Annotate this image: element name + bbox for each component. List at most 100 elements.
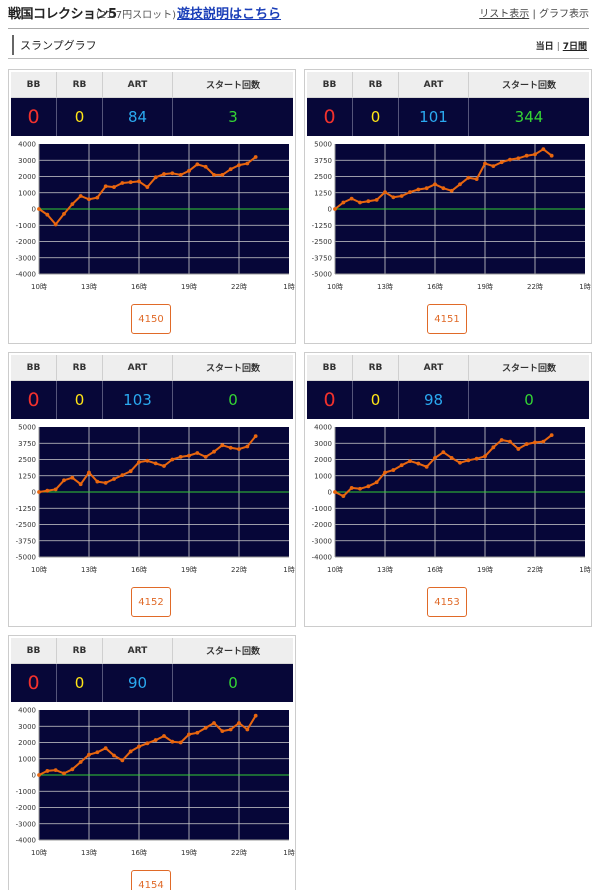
stats-value-row: 0 0 101 344 — [307, 98, 589, 136]
machine-number-button[interactable]: 4151 — [427, 304, 467, 334]
data-point — [408, 190, 412, 194]
data-point — [491, 445, 496, 450]
y-tick-label: -2000 — [312, 521, 332, 529]
y-tick-label: 3750 — [314, 157, 332, 165]
x-tick-label: 22時 — [231, 566, 247, 574]
data-point — [45, 212, 50, 217]
value-art: 84 — [103, 98, 173, 136]
y-tick-label: 5000 — [314, 141, 332, 149]
section-header: スランプグラフ 当日 | 7日間 — [8, 33, 589, 59]
value-bb: 0 — [307, 381, 353, 419]
machine-panel: BB RB ART スタート回数 0 0 90 0 4000 3000 2000 1000 0 -1000… — [8, 635, 296, 890]
stats-value-row: 0 0 90 0 — [11, 664, 293, 702]
value-art: 101 — [399, 98, 469, 136]
machine-rate: (21.7円スロット) — [96, 10, 177, 21]
data-point — [237, 721, 241, 725]
machine-number-button[interactable]: 4150 — [131, 304, 171, 334]
value-start: 0 — [524, 391, 534, 409]
data-point — [424, 186, 429, 191]
data-point — [358, 486, 362, 491]
y-tick-label: -5000 — [16, 554, 36, 562]
data-point — [449, 455, 454, 460]
data-point — [366, 484, 371, 489]
data-point — [433, 455, 437, 460]
x-tick-label: 10時 — [327, 283, 343, 291]
x-tick-label: 16時 — [131, 283, 147, 291]
column-header-rb: RB — [353, 355, 399, 380]
data-point — [145, 458, 150, 463]
y-tick-label: 1250 — [18, 472, 36, 480]
data-point — [516, 156, 521, 161]
data-point — [78, 194, 83, 198]
data-point — [212, 449, 216, 454]
column-header-bb: BB — [307, 355, 353, 380]
machine-number-button[interactable]: 4153 — [427, 587, 467, 617]
data-point — [433, 182, 437, 187]
y-tick-label: 0 — [32, 772, 36, 780]
data-point — [416, 187, 421, 192]
x-tick-label: 22時 — [527, 566, 543, 574]
range-separator: | — [556, 42, 560, 52]
x-tick-label: 16時 — [427, 283, 443, 291]
data-point — [399, 194, 404, 198]
machine-number-button[interactable]: 4154 — [131, 870, 171, 890]
data-point — [153, 738, 158, 742]
data-point — [103, 481, 108, 485]
range-switch: 当日 | 7日間 — [536, 39, 587, 52]
range-week[interactable]: 7日間 — [562, 42, 587, 52]
y-tick-label: 1250 — [314, 189, 332, 197]
slump-chart: 5000 3750 2500 1250 0 -1250 -2500 -3750 -5000 10時… — [9, 423, 295, 583]
data-point — [491, 164, 496, 168]
data-point — [391, 468, 396, 472]
y-tick-label: -1250 — [312, 222, 332, 230]
data-point — [549, 433, 554, 438]
data-point — [62, 478, 66, 483]
column-header-bb: BB — [11, 638, 57, 663]
data-point — [533, 440, 537, 445]
slump-chart-svg: 4000 3000 2000 1000 0 -1000 -2000 -3000 -4000 10時… — [312, 424, 591, 575]
data-point — [441, 450, 446, 455]
machine-number-button[interactable]: 4152 — [131, 587, 171, 617]
data-point — [53, 487, 58, 492]
data-point — [541, 439, 546, 444]
data-point — [112, 477, 116, 481]
data-point — [341, 494, 346, 498]
stats-header-row: BB RB ART スタート回数 — [307, 355, 589, 381]
value-start: 344 — [514, 108, 544, 126]
help-link[interactable]: 遊技説明はこちら — [177, 7, 282, 22]
y-tick-label: 3000 — [314, 440, 332, 448]
y-tick-label: -3750 — [312, 254, 332, 262]
x-tick-label: 1時 — [579, 566, 590, 574]
data-point — [245, 444, 250, 449]
data-point — [349, 196, 354, 201]
column-header-start: スタート回数 — [205, 647, 260, 657]
x-tick-label: 19時 — [181, 283, 197, 291]
y-tick-label: -2000 — [16, 804, 36, 812]
data-point — [128, 749, 133, 754]
data-point — [508, 439, 512, 444]
data-point — [137, 744, 141, 749]
x-tick-label: 10時 — [31, 849, 47, 857]
data-point — [178, 740, 183, 745]
value-start: 0 — [228, 674, 238, 692]
y-tick-label: 0 — [32, 489, 36, 497]
list-view-link[interactable]: リスト表示 — [479, 9, 530, 20]
data-point — [187, 732, 191, 737]
y-tick-label: -2500 — [312, 238, 332, 246]
x-tick-label: 10時 — [31, 566, 47, 574]
data-point — [391, 195, 396, 200]
data-point — [95, 479, 100, 484]
x-tick-label: 10時 — [327, 566, 343, 574]
y-tick-label: -3000 — [16, 820, 36, 828]
value-start: 3 — [228, 108, 238, 126]
column-header-art: ART — [103, 638, 173, 663]
data-point — [128, 180, 133, 185]
slump-chart-svg: 4000 3000 2000 1000 0 -1000 -2000 -3000 -4000 10時… — [16, 141, 295, 292]
data-point — [228, 727, 233, 732]
data-point — [499, 160, 504, 165]
data-point — [178, 172, 183, 177]
column-header-art: ART — [399, 355, 469, 380]
data-point — [524, 153, 529, 158]
view-switch: リスト表示 | グラフ表示 — [479, 5, 589, 20]
range-today[interactable]: 当日 — [535, 42, 554, 52]
